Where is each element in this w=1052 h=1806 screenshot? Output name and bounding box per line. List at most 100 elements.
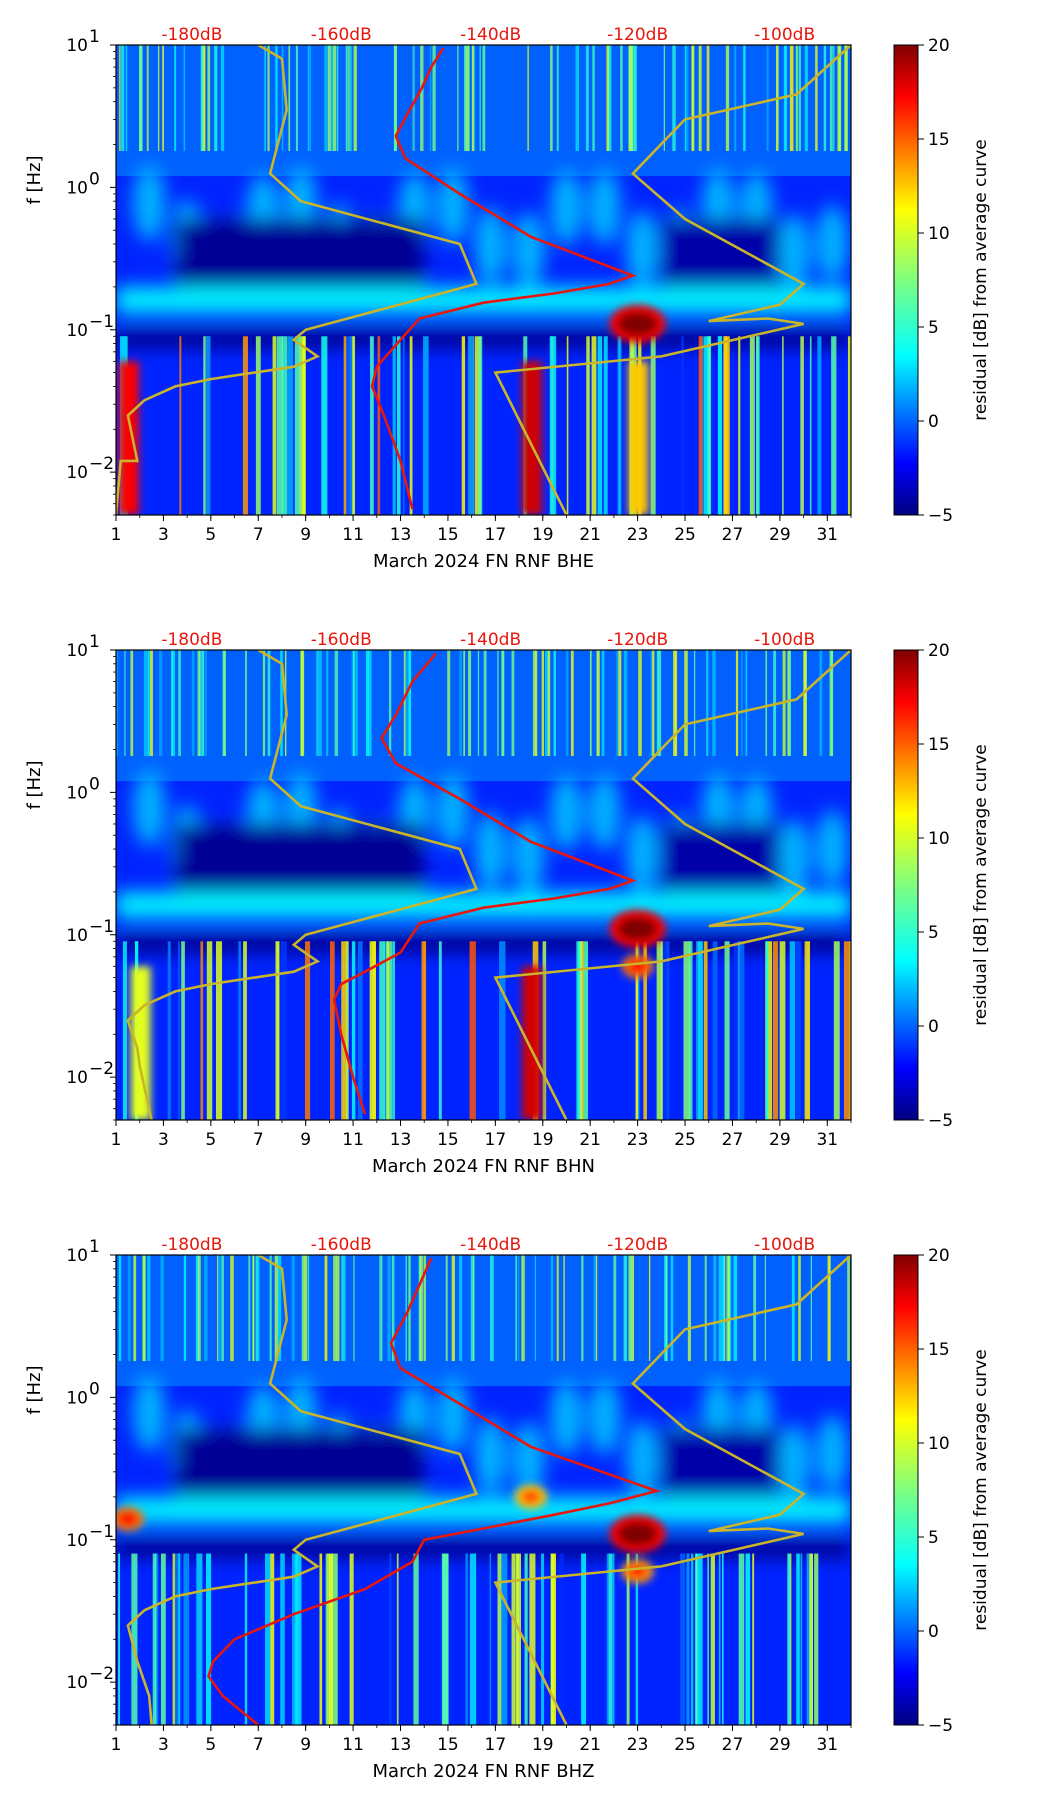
heatmap-streak — [402, 336, 405, 515]
heatmap-streak — [684, 45, 687, 152]
heatmap-streak — [280, 941, 287, 1120]
heatmap-blob — [436, 1377, 469, 1454]
heatmap-streak — [829, 45, 833, 152]
y-tick-exponent: −1 — [89, 312, 114, 332]
heatmap-streak — [616, 650, 619, 757]
heatmap-streak — [789, 45, 794, 152]
heatmap-streak — [698, 336, 703, 515]
heatmap-streak — [656, 650, 659, 757]
heatmap-streak — [383, 941, 388, 1120]
heatmap-streak — [474, 336, 481, 515]
heatmap-streak — [230, 1255, 234, 1362]
heatmap-blob — [626, 211, 659, 288]
heatmap-streak — [849, 941, 851, 1120]
heatmap-streak — [248, 1255, 251, 1362]
heatmap-streak — [684, 650, 688, 757]
heatmap-streak — [550, 336, 557, 515]
heatmap-streak — [125, 45, 128, 152]
heatmap-streak — [432, 45, 436, 152]
y-tick-label: 10 — [66, 178, 88, 198]
heatmap-streak — [216, 941, 223, 1120]
db-scale-label: -140dB — [460, 25, 521, 45]
heatmap-streak — [591, 336, 597, 515]
heatmap-streak — [635, 1553, 639, 1725]
x-axis-label: March 2024 FN RNF BHN — [372, 1156, 595, 1177]
heatmap-streak — [675, 650, 678, 757]
heatmap-blob — [550, 169, 583, 246]
heatmap-streak — [738, 1553, 745, 1725]
heatmap-quiet-zone — [661, 218, 780, 294]
heatmap-streak — [833, 941, 840, 1120]
colorbar-tick-label: 10 — [928, 829, 950, 849]
y-tick-exponent: −2 — [89, 1059, 114, 1079]
heatmap-streak — [158, 45, 160, 152]
heatmap-blob — [133, 769, 166, 846]
y-axis-label: f [Hz] — [24, 760, 45, 809]
heatmap-streak — [629, 45, 633, 152]
heatmap-streak — [319, 1553, 323, 1725]
colorbar-tick-label: −5 — [928, 1716, 953, 1736]
heatmap-streak — [483, 650, 487, 757]
x-tick-label: 9 — [300, 1735, 311, 1755]
heatmap-streak — [130, 650, 134, 757]
heatmap-streak — [541, 650, 544, 757]
heatmap-diffuse-features — [116, 164, 851, 348]
plot-area — [116, 1255, 851, 1725]
heatmap-streak — [122, 941, 127, 1120]
heatmap-streak — [174, 1553, 179, 1725]
heatmap-streak — [706, 650, 709, 757]
heatmap-streak — [712, 941, 718, 1120]
heatmap-streak — [470, 1255, 475, 1362]
heatmap-streak — [280, 1553, 285, 1725]
heatmap-streak — [388, 650, 392, 757]
heatmap-streak — [618, 650, 622, 757]
x-tick-label: 29 — [769, 1735, 791, 1755]
heatmap-streak — [713, 1255, 717, 1362]
colorbar-tick-label: 5 — [928, 318, 939, 338]
heatmap-streak — [291, 1255, 295, 1362]
heatmap-streak — [697, 941, 703, 1120]
heatmap-streak — [489, 1553, 492, 1725]
heatmap-streak — [618, 336, 621, 515]
heatmap-microseism-band — [116, 286, 851, 314]
heatmap-streak — [465, 45, 470, 152]
heatmap-quiet-zone — [661, 1428, 780, 1504]
y-tick-label: 10 — [66, 321, 88, 341]
heatmap-streak — [703, 941, 708, 1120]
heatmap-streak — [613, 1255, 617, 1362]
x-tick-label: 19 — [532, 1130, 554, 1150]
heatmap-blob — [816, 1415, 849, 1492]
heatmap-streak — [332, 45, 337, 152]
heatmap-streak — [292, 1553, 298, 1725]
colorbar-tick-label: −5 — [928, 1111, 953, 1131]
heatmap-streak — [309, 45, 311, 152]
heatmap-streak — [837, 45, 841, 152]
heatmap-streak — [823, 45, 827, 152]
heatmap-streak — [324, 45, 328, 152]
colorbar-label: residual [dB] from average curve — [971, 1349, 991, 1630]
y-tick-label: 10 — [66, 1246, 88, 1266]
heatmap-streak — [302, 336, 306, 515]
heatmap-streak — [128, 1255, 131, 1362]
x-tick-label: 27 — [722, 525, 744, 545]
heatmap-streak — [752, 1553, 755, 1725]
x-tick-label: 17 — [485, 1735, 507, 1755]
heatmap-streak — [550, 1553, 556, 1725]
heatmap-streak — [392, 1255, 395, 1362]
colorbar: 20 15 10 5 0 −5 residual [dB] from average cur… — [893, 1246, 991, 1736]
hotspot-core — [617, 916, 658, 941]
heatmap-streak — [244, 1553, 248, 1725]
axes-frame — [115, 44, 852, 516]
heatmap-streak — [183, 1255, 187, 1362]
heatmap-blob — [778, 1424, 811, 1501]
x-tick-label: 7 — [253, 1130, 264, 1150]
heatmap-streak — [499, 941, 506, 1120]
heatmap-streak — [216, 1255, 219, 1362]
heatmap-streak — [656, 941, 663, 1120]
x-tick-label: 5 — [205, 1735, 216, 1755]
y-tick-exponent: −2 — [89, 1664, 114, 1684]
heatmap-streak — [482, 45, 486, 152]
heatmap-streak — [377, 336, 381, 515]
heatmap-streak — [379, 941, 385, 1120]
